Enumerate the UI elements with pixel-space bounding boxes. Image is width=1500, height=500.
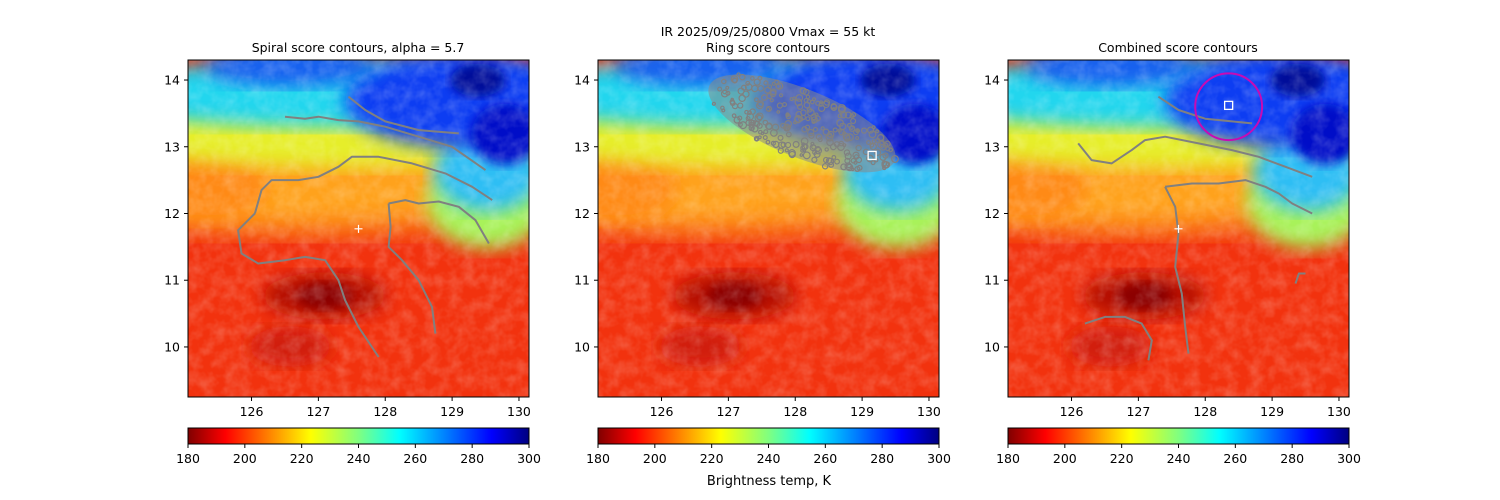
colorbar-tick-label: 280 <box>870 451 894 466</box>
panel-combined-score: Combined score contours 126 127 128 129 130 1… <box>984 40 1361 466</box>
center-plus-marker <box>1174 224 1183 233</box>
y-tick-label: 12 <box>984 206 1000 221</box>
score-contour-line <box>1157 95 1253 125</box>
score-contour-line <box>1084 315 1153 361</box>
axes-frame <box>597 59 940 398</box>
max-score-circle <box>1194 72 1264 142</box>
colorbar-tick-label: 260 <box>1223 451 1247 466</box>
axes-frame <box>1007 59 1350 398</box>
x-tick-label: 126 <box>650 404 674 419</box>
x-tick-label: 130 <box>917 404 941 419</box>
y-tick-label: 13 <box>574 139 590 154</box>
panel-spiral-score: Spiral score contours, alpha = 5.7 126 12… <box>164 40 541 466</box>
square-marker <box>1223 100 1234 111</box>
panel-title: Spiral score contours, alpha = 5.7 <box>252 40 465 55</box>
colorbar-tick-label: 300 <box>927 451 951 466</box>
colorbar-tick-label: 260 <box>813 451 837 466</box>
ir-brightness-field <box>1008 60 1349 397</box>
colorbar-tick-label: 300 <box>1337 451 1361 466</box>
x-tick-label: 129 <box>1260 404 1284 419</box>
colorbar-tick-label: 220 <box>1110 451 1134 466</box>
x-tick-label: 127 <box>306 404 330 419</box>
x-tick-label: 126 <box>1060 404 1084 419</box>
center-plus-marker <box>354 224 363 233</box>
x-tick-label: 128 <box>1193 404 1217 419</box>
x-tick-label: 126 <box>240 404 264 419</box>
ir-brightness-field <box>188 60 529 397</box>
colorbar-tick-label: 300 <box>517 451 541 466</box>
colorbar-tick-label: 240 <box>757 451 781 466</box>
x-tick-label: 130 <box>1327 404 1351 419</box>
colorbar-tick-label: 280 <box>1280 451 1304 466</box>
square-marker <box>867 150 877 161</box>
colorbar-tick-label: 200 <box>643 451 667 466</box>
colorbar-tick-label: 240 <box>1167 451 1191 466</box>
colorbar-tick-label: 220 <box>700 451 724 466</box>
score-contour-line <box>237 212 380 358</box>
colorbar-tick-label: 240 <box>347 451 371 466</box>
panel-ring-score: Ring score contours 126 127 128 129 130 10 11 1… <box>574 40 951 466</box>
y-tick-label: 12 <box>574 206 590 221</box>
x-tick-label: 129 <box>440 404 464 419</box>
score-contour-line <box>1164 179 1313 215</box>
y-tick-label: 10 <box>164 339 180 354</box>
score-contour-line <box>387 203 437 334</box>
figure-suptitle: IR 2025/09/25/0800 Vmax = 55 kt <box>661 24 876 39</box>
colorbar <box>187 427 530 445</box>
colorbar-tick-label: 220 <box>290 451 314 466</box>
score-contour-line <box>1294 272 1306 284</box>
score-contour-line <box>1077 135 1313 178</box>
score-contour-line <box>347 95 459 135</box>
score-contour-line <box>284 115 487 171</box>
y-tick-label: 11 <box>984 273 1000 288</box>
score-contour-line <box>1164 186 1190 354</box>
colorbar-tick-label: 180 <box>996 451 1020 466</box>
y-tick-label: 14 <box>574 73 590 88</box>
y-tick-label: 14 <box>164 73 180 88</box>
y-tick-label: 11 <box>164 273 180 288</box>
y-tick-label: 13 <box>164 139 180 154</box>
x-tick-label: 127 <box>1126 404 1150 419</box>
score-contour-line <box>253 155 493 214</box>
y-tick-label: 10 <box>574 339 590 354</box>
x-tick-label: 128 <box>783 404 807 419</box>
y-tick-label: 13 <box>984 139 1000 154</box>
colorbar-tick-label: 180 <box>586 451 610 466</box>
axes-frame <box>187 59 530 398</box>
y-tick-label: 11 <box>574 273 590 288</box>
panel-title: Ring score contours <box>706 40 830 55</box>
colorbar <box>597 427 940 445</box>
colorbar-label: Brightness temp, K <box>707 474 832 489</box>
y-tick-label: 12 <box>164 206 180 221</box>
x-tick-label: 128 <box>373 404 397 419</box>
x-tick-label: 130 <box>507 404 531 419</box>
x-tick-label: 129 <box>850 404 874 419</box>
colorbar-tick-label: 260 <box>403 451 427 466</box>
colorbar-tick-label: 200 <box>233 451 257 466</box>
colorbar <box>1007 427 1350 445</box>
y-tick-label: 10 <box>984 339 1000 354</box>
y-tick-label: 14 <box>984 73 1000 88</box>
score-contour-line <box>388 199 490 244</box>
x-tick-label: 127 <box>716 404 740 419</box>
panel-title: Combined score contours <box>1098 40 1258 55</box>
colorbar-tick-label: 180 <box>176 451 200 466</box>
colorbar-tick-label: 280 <box>460 451 484 466</box>
colorbar-tick-label: 200 <box>1053 451 1077 466</box>
ring-score-contours <box>708 72 899 173</box>
